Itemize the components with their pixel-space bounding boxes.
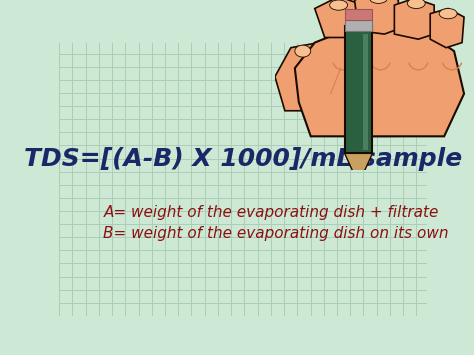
- Bar: [345, 26, 373, 153]
- Ellipse shape: [314, 107, 443, 138]
- Ellipse shape: [295, 45, 311, 57]
- Text: TDS=[(A-B) X 1000]/mL sample: TDS=[(A-B) X 1000]/mL sample: [24, 147, 462, 171]
- Ellipse shape: [329, 0, 347, 10]
- Polygon shape: [315, 0, 361, 38]
- Polygon shape: [275, 43, 335, 111]
- Ellipse shape: [407, 0, 425, 9]
- Ellipse shape: [370, 0, 387, 4]
- Bar: [345, 21, 373, 31]
- Polygon shape: [295, 26, 464, 136]
- Polygon shape: [355, 0, 398, 34]
- Bar: [363, 34, 368, 150]
- Text: A= weight of the evaporating dish + filtrate: A= weight of the evaporating dish + filt…: [103, 204, 439, 220]
- Ellipse shape: [439, 9, 457, 19]
- Polygon shape: [430, 9, 464, 48]
- Polygon shape: [345, 153, 373, 184]
- Polygon shape: [394, 0, 434, 39]
- Text: B= weight of the evaporating dish on its own: B= weight of the evaporating dish on its…: [103, 226, 449, 241]
- Bar: [345, 9, 373, 21]
